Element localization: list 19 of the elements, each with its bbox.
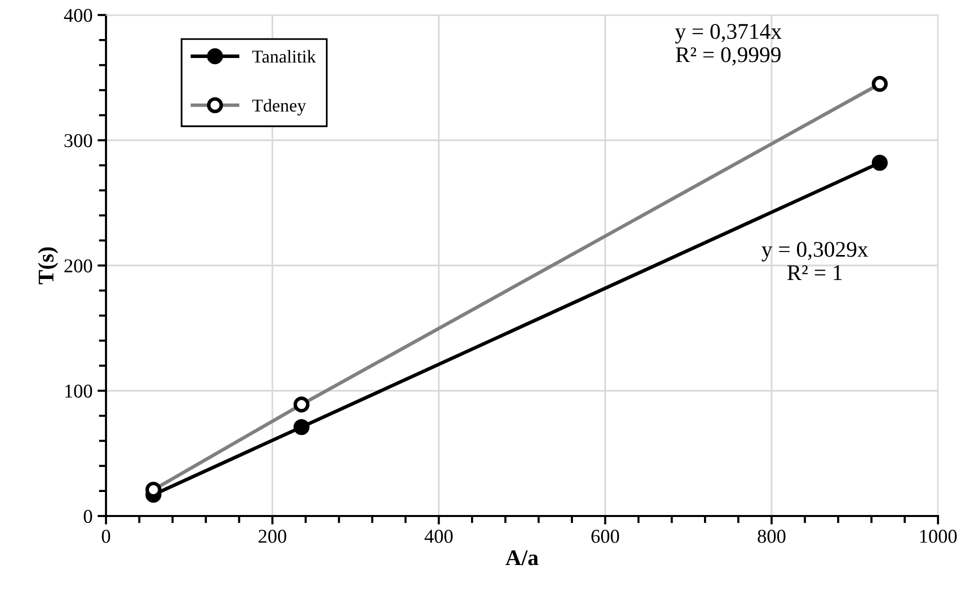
y-tick-label: 100 bbox=[65, 384, 92, 398]
legend-label: Tanalitik bbox=[252, 50, 316, 63]
x-tick-label: 600 bbox=[591, 530, 620, 543]
x-tick-label: 200 bbox=[258, 530, 286, 543]
x-axis-title: A/a bbox=[506, 550, 538, 566]
annotation: y = 0,3029x R² = 1 bbox=[762, 242, 868, 280]
x-tick-label: 800 bbox=[758, 530, 786, 543]
annotation: y = 0,3714x R² = 0,9999 bbox=[675, 24, 782, 66]
y-tick-label: 200 bbox=[64, 259, 92, 272]
y-tick-label: 0 bbox=[84, 510, 92, 523]
legend-label: Tdeney bbox=[252, 98, 306, 116]
x-tick-label: 1000 bbox=[920, 530, 957, 543]
y-tick-label: 400 bbox=[64, 8, 92, 22]
point bbox=[294, 419, 310, 436]
y-axis-title: T(s) bbox=[38, 247, 58, 284]
x-tick-label: 0 bbox=[102, 530, 110, 543]
y-tick-label: 300 bbox=[64, 134, 92, 148]
point bbox=[872, 154, 888, 171]
x-tick-label: 400 bbox=[424, 530, 453, 543]
